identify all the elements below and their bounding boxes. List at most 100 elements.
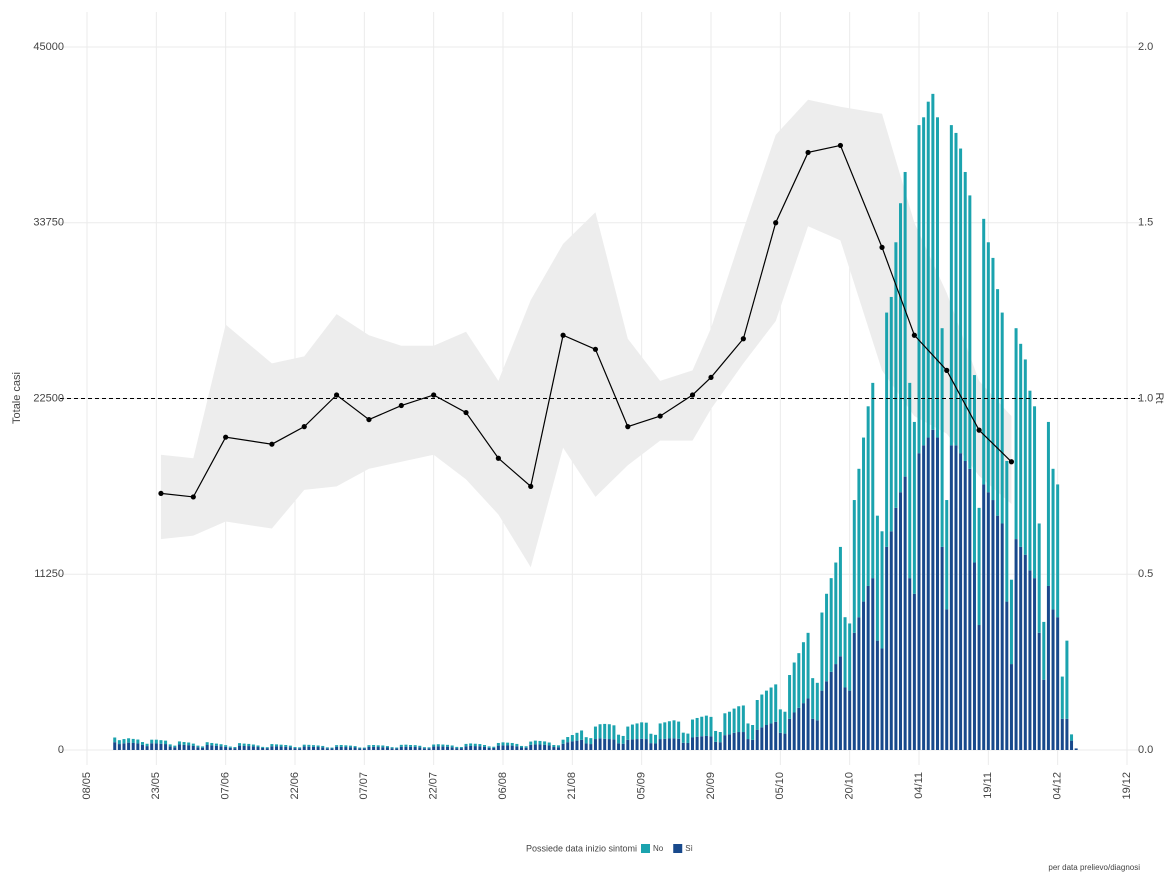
bar	[737, 732, 741, 750]
bar	[681, 732, 685, 743]
rt-point	[944, 367, 950, 373]
bar	[288, 747, 292, 750]
bar	[589, 744, 593, 750]
bar	[727, 734, 731, 750]
bar	[806, 632, 810, 699]
bar	[751, 725, 755, 740]
bar	[307, 744, 311, 747]
x-tick-label: 21/08	[566, 772, 578, 800]
bar	[875, 640, 879, 750]
bar	[519, 745, 523, 748]
bar	[214, 743, 218, 746]
bar	[593, 739, 597, 750]
bar	[339, 745, 343, 747]
bar	[224, 746, 228, 750]
bar	[769, 723, 773, 750]
bar	[372, 746, 376, 750]
bar	[889, 296, 893, 532]
bar	[547, 745, 551, 750]
bar	[894, 242, 898, 508]
bar	[949, 445, 953, 750]
bar	[515, 743, 519, 747]
bar	[529, 741, 533, 745]
bar	[251, 746, 255, 750]
bar	[196, 745, 200, 748]
bar	[1019, 343, 1023, 547]
bar	[164, 744, 168, 750]
bar	[630, 724, 634, 740]
bar	[1074, 748, 1078, 750]
rt-point	[773, 220, 779, 226]
bar	[339, 746, 343, 750]
bar	[469, 743, 473, 746]
bar	[640, 722, 644, 739]
bar	[279, 746, 283, 750]
bar	[811, 678, 815, 719]
y2-tick-label: 1.5	[1138, 217, 1153, 229]
bar	[908, 382, 912, 579]
bar	[362, 748, 366, 750]
bar	[348, 747, 352, 750]
bar	[727, 711, 731, 735]
bar	[667, 721, 671, 739]
bar	[908, 578, 912, 750]
bar	[538, 744, 542, 750]
bar	[270, 744, 274, 747]
bar	[649, 743, 653, 750]
bar	[815, 720, 819, 750]
bar	[201, 747, 205, 750]
legend-label: Sì	[685, 844, 693, 853]
bar	[903, 476, 907, 750]
bar	[399, 744, 403, 747]
bar	[432, 744, 436, 747]
bar	[228, 746, 232, 748]
legend-title: Possiede data inizio sintomi	[526, 843, 637, 853]
bar	[714, 741, 718, 750]
bar	[450, 745, 454, 748]
bar	[210, 745, 214, 750]
bar	[399, 746, 403, 750]
bar	[663, 738, 667, 750]
bar	[335, 745, 339, 747]
bar	[607, 724, 611, 740]
bar	[996, 289, 1000, 516]
bar	[829, 671, 833, 750]
bar	[977, 507, 981, 626]
bar	[358, 748, 362, 750]
bar	[621, 743, 625, 750]
bar	[182, 742, 186, 745]
bar	[815, 682, 819, 721]
bar	[885, 312, 889, 547]
bar	[311, 745, 315, 747]
bar	[580, 739, 584, 750]
bar	[575, 732, 579, 741]
bar	[889, 531, 893, 750]
bar	[871, 382, 875, 579]
bar	[168, 746, 172, 750]
bar	[746, 739, 750, 750]
rt-point	[976, 427, 982, 433]
bar	[265, 748, 269, 750]
bar	[1009, 579, 1013, 665]
bar	[409, 745, 413, 747]
bar	[529, 744, 533, 750]
bar	[552, 745, 556, 748]
x-tick-label: 05/10	[774, 772, 786, 800]
bar	[612, 725, 616, 740]
bar	[783, 733, 787, 750]
bar-layer	[113, 93, 1078, 750]
bar	[501, 742, 505, 746]
bar	[954, 445, 958, 750]
bar	[774, 684, 778, 722]
bar	[630, 739, 634, 750]
bar	[1060, 676, 1064, 719]
bar	[917, 125, 921, 454]
bar	[196, 747, 200, 750]
bar	[792, 712, 796, 750]
bar	[293, 747, 297, 749]
bar	[496, 742, 500, 746]
rt-point	[708, 374, 714, 381]
bar	[1028, 570, 1032, 750]
rt-point	[592, 346, 599, 352]
bar	[376, 745, 380, 748]
